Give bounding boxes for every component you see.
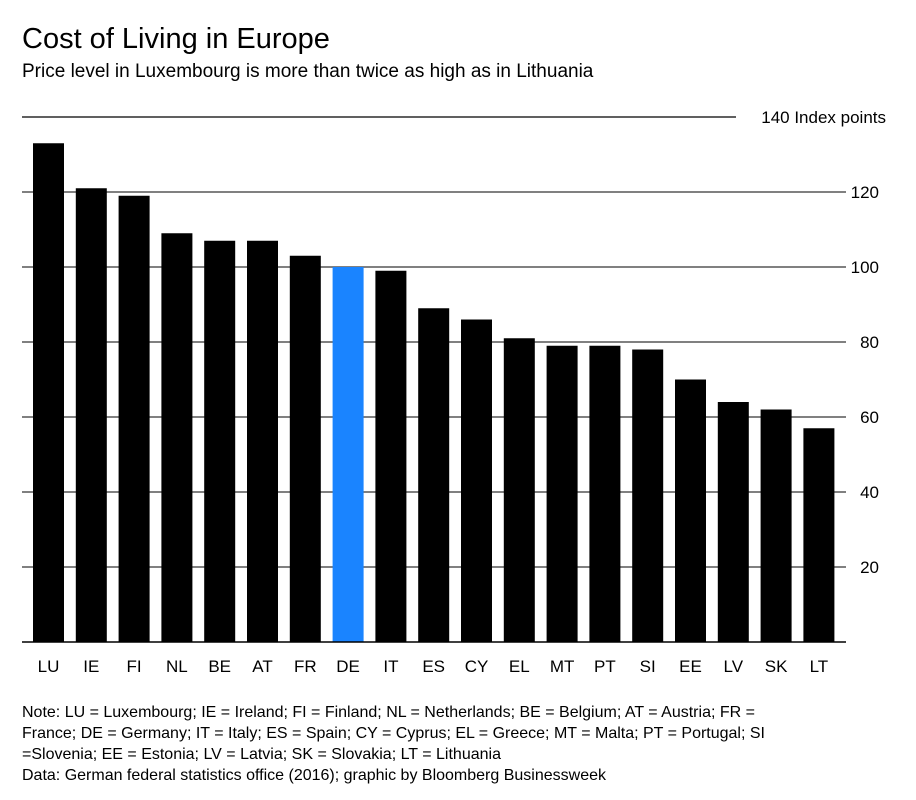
x-tick-label: LU (38, 657, 60, 676)
x-tick-label: DE (336, 657, 360, 676)
bar-el (503, 338, 535, 642)
x-tick-label: LT (810, 657, 829, 676)
bar-chart: 140 Index points 20 40 60 80 100 120 LU IE FI NL BE… (22, 108, 886, 676)
bar-sk (760, 409, 792, 642)
bar-nl (161, 233, 193, 642)
y-tick-label: 100 (851, 258, 879, 277)
bar-de (332, 267, 364, 642)
note-text: Note: LU = Luxembourg; IE = Ireland; FI … (22, 704, 765, 763)
y-tick-label: 60 (860, 408, 879, 427)
x-tick-label: CY (465, 657, 489, 676)
x-tick-label: SK (765, 657, 788, 676)
chart-subtitle: Price level in Luxembourg is more than t… (22, 61, 594, 82)
bar-ee (675, 379, 706, 642)
bar-fi (118, 195, 150, 642)
x-tick-label: FI (127, 657, 142, 676)
x-tick-label: IT (383, 657, 398, 676)
x-tick-label: MT (550, 657, 575, 676)
bar-pt (589, 345, 621, 642)
y-tick-label: 40 (860, 483, 879, 502)
bar-mt (546, 345, 578, 642)
y-tick-label-top: 140 Index points (761, 108, 886, 127)
y-tick-label: 120 (851, 183, 879, 202)
x-tick-label: EE (679, 657, 702, 676)
bar-fr (289, 255, 321, 642)
bar-lv (717, 402, 749, 642)
source-text: Data: German federal statistics office (… (22, 767, 606, 784)
bar-lt (803, 428, 835, 642)
bar-si (632, 349, 664, 642)
chart-notes: Note: LU = Luxembourg; IE = Ireland; FI … (22, 702, 782, 786)
x-tick-label: LV (724, 657, 744, 676)
bar-lu (33, 143, 64, 642)
bar-es (418, 308, 450, 642)
x-tick-label: SI (640, 657, 656, 676)
x-tick-label: ES (422, 657, 445, 676)
y-tick-label: 20 (860, 558, 879, 577)
x-tick-label: IE (83, 657, 99, 676)
x-tick-label: NL (166, 657, 188, 676)
x-tick-label: PT (594, 657, 616, 676)
x-tick-label: AT (252, 657, 272, 676)
bar-at (247, 240, 278, 642)
bar-ie (75, 188, 107, 642)
x-tick-label: BE (208, 657, 231, 676)
bar-cy (461, 319, 492, 642)
x-tick-label: EL (509, 657, 530, 676)
y-tick-label: 80 (860, 333, 879, 352)
chart-title: Cost of Living in Europe (22, 23, 330, 55)
x-tick-label: FR (294, 657, 317, 676)
bar-it (375, 270, 407, 642)
bar-be (204, 240, 236, 642)
